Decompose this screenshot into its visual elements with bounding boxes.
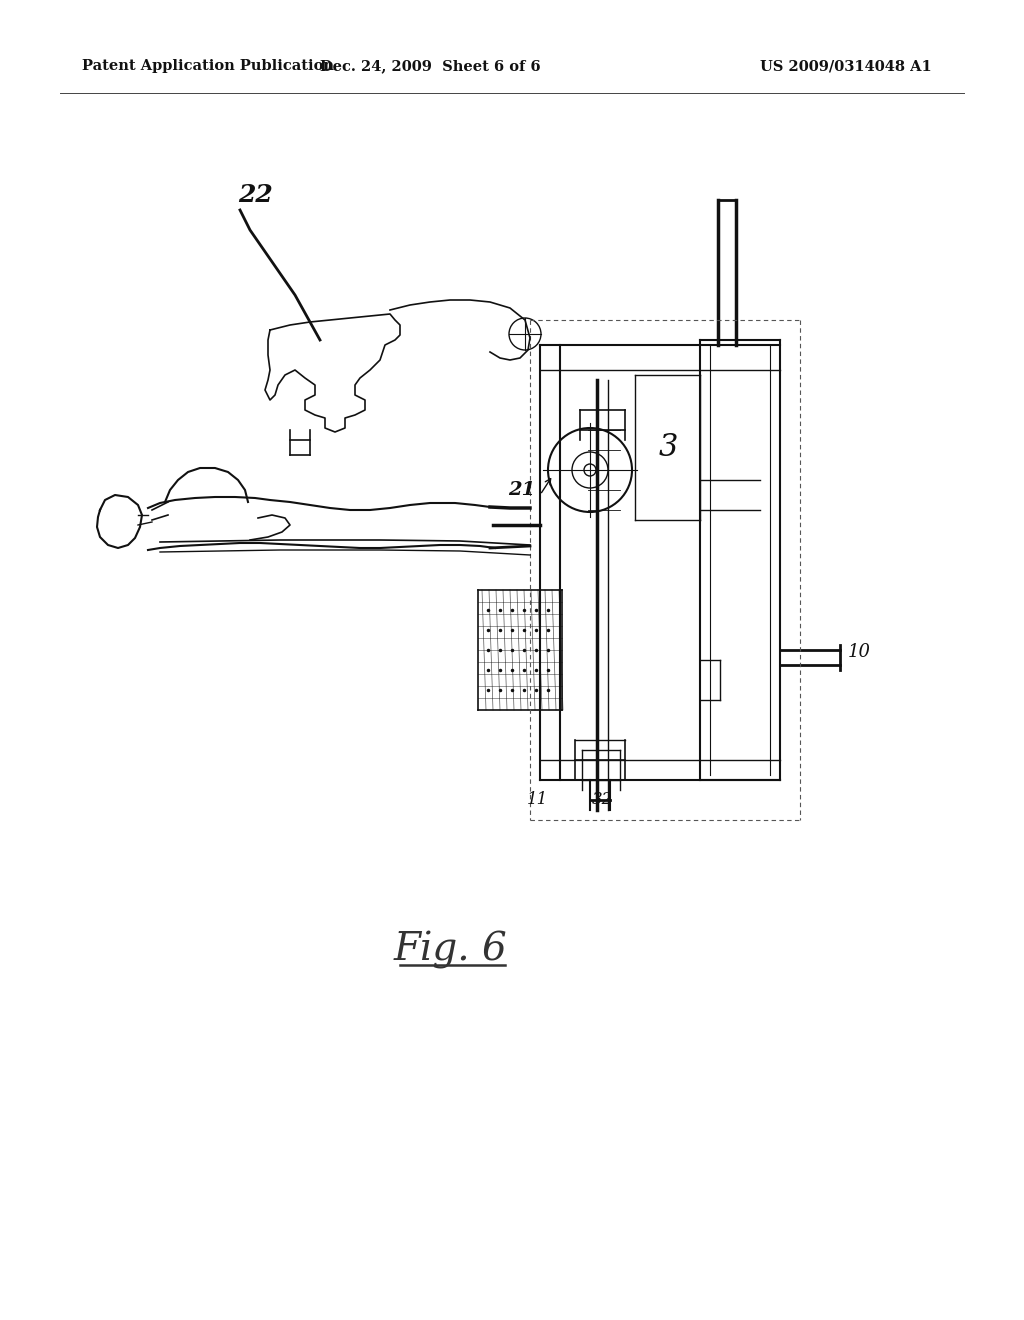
- Text: Dec. 24, 2009  Sheet 6 of 6: Dec. 24, 2009 Sheet 6 of 6: [319, 59, 541, 74]
- Text: 11: 11: [526, 792, 548, 808]
- Text: 3: 3: [658, 433, 678, 463]
- Text: Patent Application Publication: Patent Application Publication: [82, 59, 334, 74]
- Text: US 2009/0314048 A1: US 2009/0314048 A1: [760, 59, 932, 74]
- Text: 32: 32: [592, 792, 613, 808]
- Text: Fig. 6: Fig. 6: [393, 931, 507, 969]
- Text: 21: 21: [508, 480, 535, 499]
- Text: 10: 10: [848, 643, 871, 661]
- Text: 22: 22: [238, 183, 272, 207]
